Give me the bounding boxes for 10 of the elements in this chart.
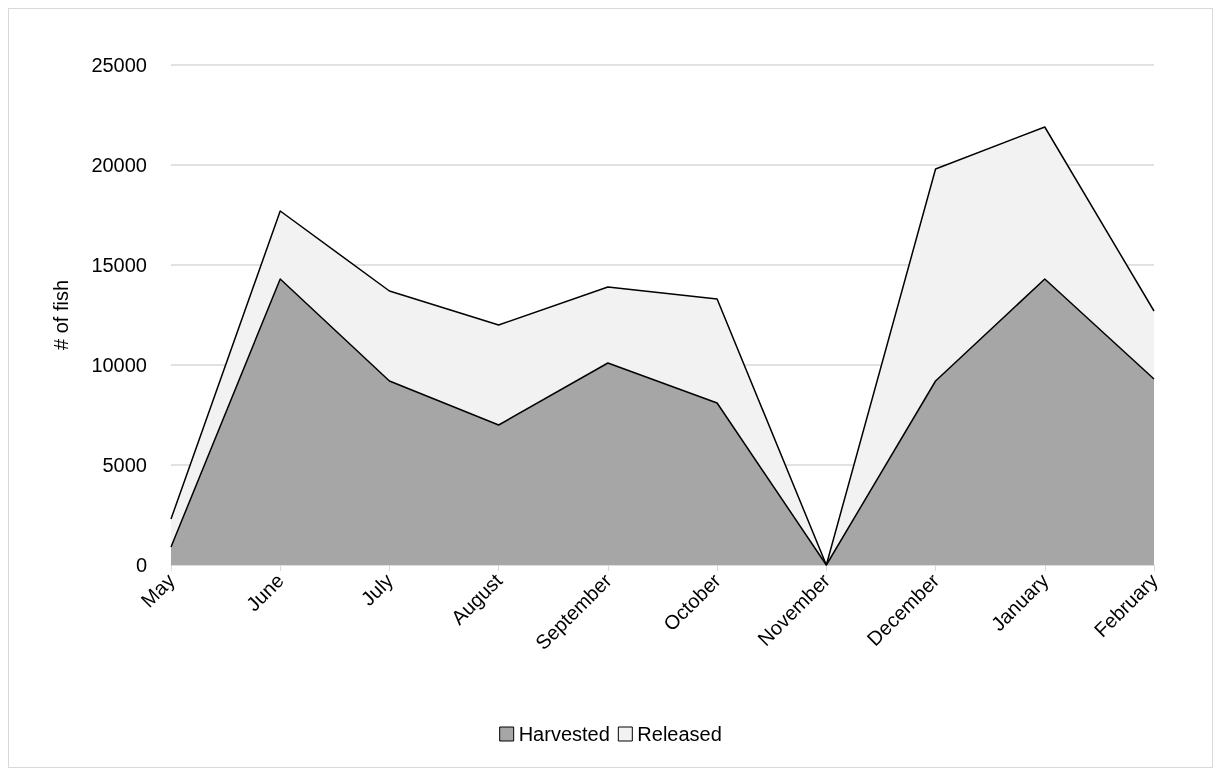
x-tick-label: July <box>356 569 398 610</box>
y-axis-title: # of fish <box>50 279 72 351</box>
y-tick-label: 15000 <box>91 254 147 276</box>
legend-label: Released <box>637 723 722 745</box>
y-tick-label: 10000 <box>91 354 147 376</box>
legend-label: Harvested <box>518 723 610 745</box>
y-tick-label: 25000 <box>91 54 147 76</box>
y-tick-label: 5000 <box>102 454 147 476</box>
y-tick-label: 0 <box>135 554 147 576</box>
y-tick-label: 20000 <box>91 154 147 176</box>
